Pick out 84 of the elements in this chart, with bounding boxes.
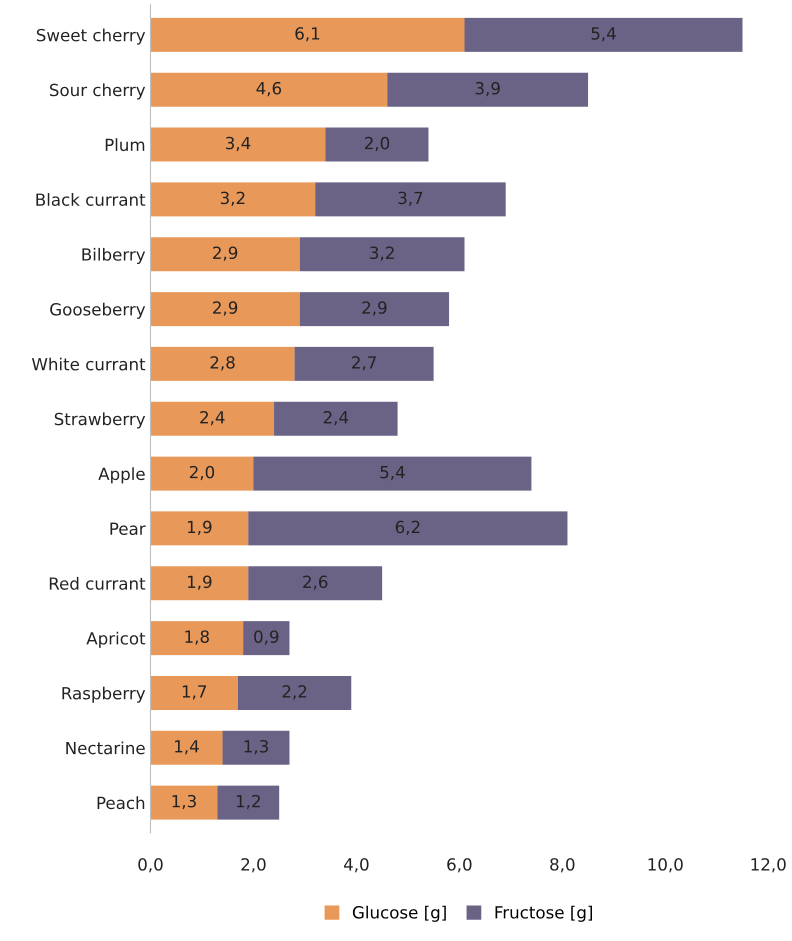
- bar: [222, 730, 290, 765]
- data-label: 3,9: [476, 82, 500, 96]
- bar: [248, 566, 382, 600]
- y-tick-label: Red currant: [50, 576, 146, 590]
- legend-label: Fructose [g]: [496, 906, 592, 922]
- bar: [150, 566, 248, 600]
- legend-label: Glucose [g]: [352, 906, 446, 922]
- bar: [464, 18, 742, 52]
- data-label: 1,9: [188, 575, 212, 590]
- bar: [238, 676, 352, 710]
- y-tick-label: Peach: [98, 796, 144, 810]
- y-tick-label: Apricot: [86, 632, 146, 648]
- data-label: 1,3: [244, 740, 268, 754]
- data-label: 3,2: [220, 192, 244, 206]
- y-tick-label: Pear: [110, 522, 146, 535]
- bar: [150, 72, 388, 107]
- bar: [150, 182, 316, 216]
- data-label: 2,7: [352, 356, 376, 370]
- bar: [274, 402, 398, 436]
- data-label: 1,2: [236, 794, 260, 810]
- y-tick-label: Gooseberry: [50, 302, 146, 319]
- x-tick-label: 12,0: [752, 858, 786, 872]
- bar: [150, 346, 295, 381]
- data-label: 0,9: [254, 630, 278, 645]
- bar: [300, 292, 450, 326]
- data-label: 1,3: [172, 794, 196, 810]
- bar: [300, 237, 465, 272]
- bar: [326, 128, 428, 162]
- x-tick-label: 8,0: [550, 858, 574, 872]
- data-label: 2,9: [362, 301, 386, 316]
- bar: [150, 676, 238, 710]
- bar: [150, 237, 300, 272]
- y-tick-label: Strawberry: [54, 412, 146, 429]
- data-label: 6,1: [295, 27, 320, 42]
- x-tick-label: 6,0: [447, 858, 472, 872]
- y-tick-label: Black currant: [36, 193, 146, 206]
- bar: [150, 402, 274, 436]
- data-label: 1,8: [185, 630, 209, 645]
- x-tick-label: 0,0: [138, 858, 163, 872]
- data-label: 2,0: [190, 466, 214, 480]
- data-label: 3,7: [398, 192, 422, 206]
- data-label: 2,2: [282, 685, 306, 700]
- data-label: 3,2: [370, 246, 394, 261]
- data-label: 2,4: [324, 410, 348, 426]
- data-label: 2,9: [213, 301, 238, 316]
- bar: [387, 72, 588, 107]
- y-tick-label: Nectarine: [66, 741, 145, 754]
- y-tick-label: Sweet cherry: [36, 28, 146, 45]
- y-tick-label: Plum: [106, 138, 144, 152]
- data-label: 1,9: [188, 520, 212, 535]
- bar: [150, 511, 248, 546]
- bar: [243, 621, 290, 656]
- bar: [315, 182, 506, 216]
- bar: [150, 456, 254, 491]
- bar: [150, 786, 218, 820]
- data-label: 1,7: [182, 685, 206, 700]
- bar: [217, 786, 280, 820]
- data-label: 1,4: [175, 740, 199, 754]
- data-label: 2,9: [213, 246, 238, 261]
- data-label: 2,4: [200, 410, 225, 426]
- y-tick-label: Raspberry: [62, 686, 146, 703]
- x-tick-label: 2,0: [241, 858, 266, 872]
- y-tick-label: Bilberry: [82, 248, 146, 264]
- bar: [253, 456, 532, 491]
- x-tick-label: 4,0: [344, 858, 369, 872]
- y-tick-label: White currant: [32, 358, 146, 370]
- bar: [294, 346, 434, 381]
- data-label: 6,2: [396, 520, 420, 535]
- y-tick-label: Sour cherry: [50, 83, 146, 100]
- y-tick-label: Apple: [98, 467, 145, 484]
- bar: [150, 128, 326, 162]
- data-label: 2,0: [364, 136, 390, 152]
- data-label: 4,6: [256, 82, 282, 96]
- bar: [150, 621, 244, 656]
- data-label: 2,8: [210, 356, 235, 370]
- bar: [150, 730, 223, 765]
- data-label: 5,4: [380, 466, 405, 480]
- data-label: 2,6: [303, 575, 328, 590]
- data-label: 3,4: [226, 136, 250, 152]
- bar: [150, 292, 300, 326]
- bar: [248, 511, 568, 546]
- x-tick-label: 10,0: [648, 858, 683, 872]
- bar: [150, 18, 465, 52]
- data-label: 5,4: [592, 27, 616, 42]
